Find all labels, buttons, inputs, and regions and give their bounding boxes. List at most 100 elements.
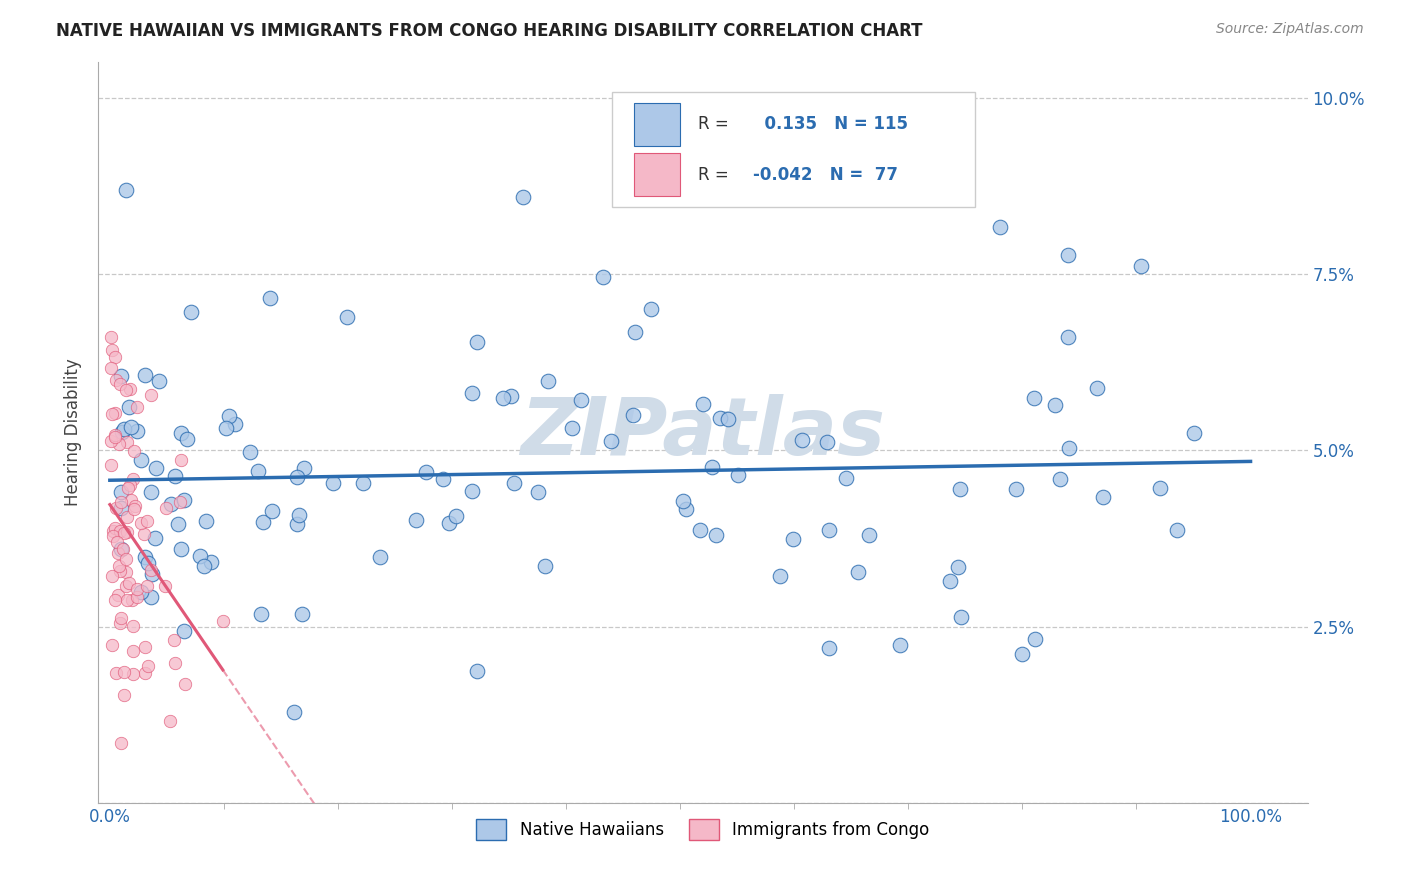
Point <box>100 458 122 473</box>
Point <box>124 500 146 514</box>
Point <box>224 417 246 431</box>
Point <box>108 376 131 391</box>
Text: Source: ZipAtlas.com: Source: ZipAtlas.com <box>1216 22 1364 37</box>
Point <box>159 714 181 728</box>
Point <box>101 638 124 652</box>
Point <box>465 664 488 678</box>
Point <box>104 406 127 420</box>
Point <box>818 640 841 655</box>
Point <box>1130 259 1153 273</box>
Point <box>129 516 152 530</box>
Point <box>461 483 484 498</box>
Point <box>1024 632 1046 646</box>
Point <box>115 383 138 397</box>
Point <box>170 452 193 467</box>
Point <box>138 659 160 673</box>
Point <box>700 460 723 475</box>
Point <box>104 593 127 607</box>
Point <box>110 369 132 384</box>
Text: R =: R = <box>699 166 734 184</box>
Point <box>415 465 437 479</box>
Point <box>101 407 124 421</box>
Point <box>1184 426 1206 441</box>
Point <box>1024 391 1046 405</box>
Point <box>200 555 222 569</box>
Point <box>1057 248 1080 262</box>
Point <box>769 569 792 583</box>
Point <box>527 484 550 499</box>
Point <box>1092 490 1115 504</box>
FancyBboxPatch shape <box>634 103 681 145</box>
Point <box>136 514 159 528</box>
Point <box>120 419 142 434</box>
Point <box>129 453 152 467</box>
Point <box>100 434 122 448</box>
Point <box>117 593 139 607</box>
Point <box>125 425 148 439</box>
Point <box>108 616 131 631</box>
Point <box>218 409 240 423</box>
Point <box>132 527 155 541</box>
Point <box>100 360 122 375</box>
Point <box>100 330 122 344</box>
Point <box>107 588 129 602</box>
Point <box>112 422 135 436</box>
Point <box>692 397 714 411</box>
Point <box>165 656 187 670</box>
Point <box>100 343 122 357</box>
Point <box>141 563 163 577</box>
Point <box>846 566 869 580</box>
Point <box>211 615 233 629</box>
Point <box>125 400 148 414</box>
Point <box>111 425 134 439</box>
Point <box>285 516 308 531</box>
Point <box>117 481 139 495</box>
Point <box>134 368 156 383</box>
Point <box>1005 482 1028 496</box>
Point <box>160 497 183 511</box>
Point <box>533 558 555 573</box>
Point <box>107 546 129 560</box>
Point <box>352 475 374 490</box>
Point <box>163 468 186 483</box>
Point <box>115 565 138 579</box>
Point <box>134 549 156 564</box>
Point <box>148 374 170 388</box>
Point <box>163 632 186 647</box>
Point <box>104 430 127 444</box>
Point <box>285 469 308 483</box>
Point <box>127 582 149 596</box>
Point <box>110 484 132 499</box>
Point <box>136 556 159 570</box>
Point <box>176 432 198 446</box>
Point <box>108 564 131 578</box>
Point <box>118 576 141 591</box>
Point <box>104 350 127 364</box>
Point <box>592 270 614 285</box>
Point <box>104 427 127 442</box>
Point <box>465 334 488 349</box>
Point <box>141 388 163 402</box>
Point <box>835 470 858 484</box>
Point <box>946 560 969 574</box>
Point <box>292 461 315 475</box>
Point <box>623 325 645 339</box>
Point <box>108 524 131 538</box>
Point <box>1045 398 1067 412</box>
Point <box>1056 330 1078 344</box>
Text: NATIVE HAWAIIAN VS IMMIGRANTS FROM CONGO HEARING DISABILITY CORRELATION CHART: NATIVE HAWAIIAN VS IMMIGRANTS FROM CONGO… <box>56 22 922 40</box>
Point <box>249 607 271 621</box>
Point <box>446 509 468 524</box>
Point <box>512 190 534 204</box>
Point <box>536 374 558 388</box>
Point <box>949 482 972 496</box>
Legend: Native Hawaiians, Immigrants from Congo: Native Hawaiians, Immigrants from Congo <box>470 813 936 847</box>
Point <box>1149 481 1171 495</box>
Point <box>173 493 195 508</box>
Point <box>252 515 274 529</box>
Point <box>145 460 167 475</box>
Point <box>103 521 125 535</box>
Point <box>101 569 124 583</box>
Point <box>405 513 427 527</box>
Point <box>143 532 166 546</box>
